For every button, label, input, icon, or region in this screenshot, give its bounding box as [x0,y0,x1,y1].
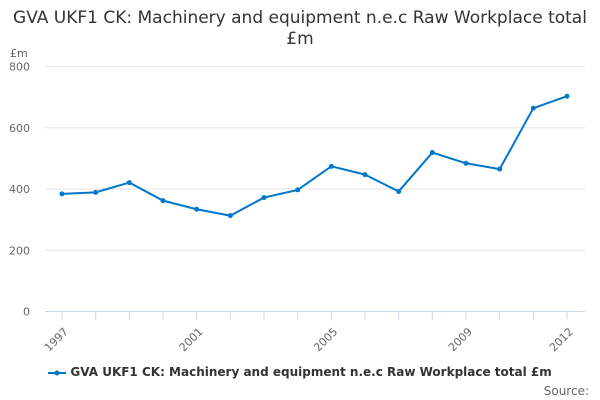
data-point [362,172,368,178]
data-point [463,160,469,166]
x-tick-label: 2001 [177,325,206,354]
x-tick-label: 2012 [547,325,576,354]
legend-marker-icon [48,370,67,375]
data-point [227,213,233,219]
data-point [126,180,132,186]
series-line [61,95,568,217]
data-point [160,198,166,204]
y-tick-label: 600 [9,122,30,135]
data-point [295,187,301,193]
data-point [429,150,435,156]
x-tick-label: 2009 [446,325,475,354]
chart-title: GVA UKF1 CK: Machinery and equipment n.e… [13,8,587,49]
data-point [261,195,267,201]
data-point [328,163,334,169]
source-label: Source: [543,384,589,398]
y-tick-label: 200 [9,244,30,257]
data-point [93,189,99,195]
data-point [194,206,200,212]
data-point [530,105,536,111]
data-point [59,191,65,197]
data-point [396,188,402,194]
y-tick-label: 400 [9,183,30,196]
x-tick-label: 1997 [42,325,71,354]
y-tick-label: 0 [23,306,30,319]
data-point [497,166,503,172]
y-tick-label: 800 [9,61,30,74]
x-tick-label: 2005 [311,325,340,354]
legend-item[interactable]: GVA UKF1 CK: Machinery and equipment n.e… [0,365,600,379]
y-axis-label: £m [10,47,28,60]
data-point [564,93,570,99]
legend-label: GVA UKF1 CK: Machinery and equipment n.e… [70,365,552,379]
